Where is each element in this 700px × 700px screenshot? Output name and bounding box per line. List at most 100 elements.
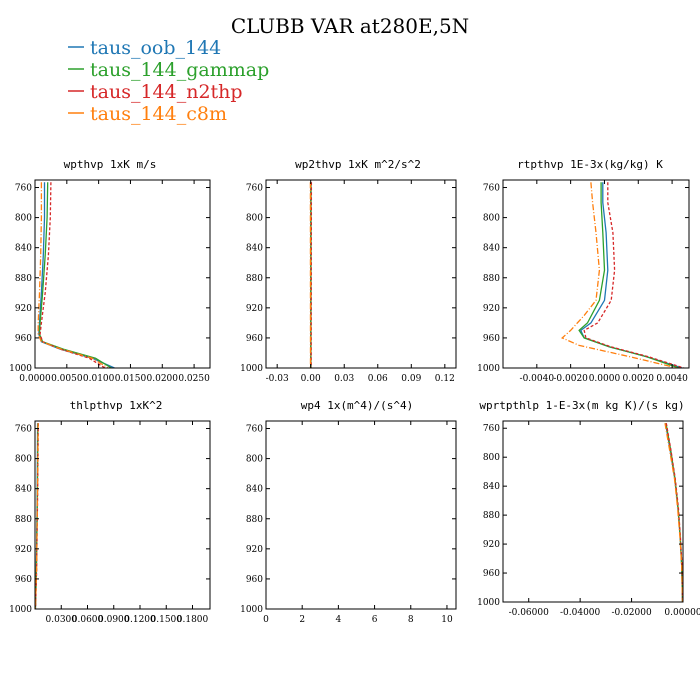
panel-title: wpthvp 1xK m/s — [64, 158, 157, 171]
y-tick-label: 960 — [15, 334, 32, 344]
panel: wp2thvp 1xK m^2/s^2 760 800 840 880 920 960 100… — [240, 158, 457, 384]
y-tick-label: 840 — [483, 482, 500, 492]
panel-title: wp2thvp 1xK m^2/s^2 — [295, 158, 421, 171]
x-tick-label: 0.1800 — [177, 615, 209, 625]
x-tick-label: -0.0040 — [520, 374, 555, 384]
series-line — [39, 182, 106, 368]
panel-title: wprtpthlp 1-E-3x(m kg K)/(s kg) — [479, 399, 684, 412]
series-group — [664, 423, 683, 602]
y-tick-label: 840 — [15, 485, 32, 495]
legend-label: taus_144_gammap — [90, 59, 269, 81]
x-tick-label: 0.0050 — [51, 374, 83, 384]
y-tick-label: 1000 — [240, 605, 263, 615]
x-tick-label: 0.0600 — [72, 615, 104, 625]
x-tick-label: -0.02000 — [611, 608, 652, 618]
x-tick-label: 0.0000 — [19, 374, 51, 384]
panel-title: thlpthvp 1xK^2 — [70, 399, 163, 412]
x-tick-label: 2 — [299, 615, 305, 625]
x-tick-label: 0.0000 — [589, 374, 621, 384]
x-tick-label: -0.03 — [266, 374, 289, 384]
x-tick-label: 0.0100 — [83, 374, 115, 384]
panel-title: rtpthvp 1E-3x(kg/kg) K — [517, 158, 663, 171]
y-tick-label: 880 — [483, 274, 500, 284]
y-tick-label: 1000 — [9, 364, 32, 374]
panel: thlpthvp 1xK^2 760 800 840 880 920 960 1000 0.03… — [9, 399, 211, 625]
series-group — [309, 182, 313, 368]
panel: wpthvp 1xK m/s76080084088092096010000.00… — [9, 158, 211, 384]
y-tick-label: 840 — [246, 244, 263, 254]
figure-title: CLUBB VAR at280E,5N — [231, 14, 469, 38]
legend-entry: taus_oob_144 — [68, 37, 221, 59]
series-line — [665, 423, 683, 602]
panel: wprtpthlp 1-E-3x(m kg K)/(s kg) 760 800 840… — [477, 399, 700, 618]
y-tick-label: 760 — [246, 184, 263, 194]
x-tick-label: 0.03 — [334, 374, 354, 384]
x-tick-label: 0.0150 — [115, 374, 147, 384]
x-tick-label: 8 — [408, 615, 414, 625]
series-line — [37, 182, 109, 368]
y-tick-label: 800 — [483, 453, 500, 463]
x-tick-label: 0.00000 — [664, 608, 700, 618]
legend-entry: taus_144_n2thp — [68, 81, 243, 103]
legend: taus_oob_144 taus_144_gammap taus_144_n2… — [68, 37, 269, 125]
legend-label: taus_144_n2thp — [90, 81, 243, 103]
x-tick-label: 0.0250 — [178, 374, 210, 384]
series-group — [37, 182, 115, 368]
series-group — [561, 182, 685, 368]
plot-frame — [265, 420, 457, 610]
panel: rtpthvp 1E-3x(kg/kg) K 760 800 840 880 920 960… — [477, 158, 690, 384]
y-tick-label: 920 — [246, 545, 263, 555]
panel-title: wp4 1x(m^4)/(s^4) — [301, 399, 414, 412]
series-group — [35, 423, 39, 609]
series-line — [561, 182, 678, 368]
y-tick-label: 960 — [15, 575, 32, 585]
series-line — [35, 423, 39, 609]
x-tick-label: -0.04000 — [560, 608, 601, 618]
y-tick-label: 760 — [15, 184, 32, 194]
legend-label: taus_oob_144 — [90, 37, 221, 59]
series-line — [38, 182, 112, 368]
x-tick-label: 0.0200 — [147, 374, 179, 384]
x-tick-label: 6 — [372, 615, 378, 625]
x-tick-label: 0.0040 — [656, 374, 688, 384]
x-tick-label: 4 — [336, 615, 342, 625]
y-tick-label: 1000 — [9, 605, 32, 615]
y-tick-label: 920 — [15, 545, 32, 555]
y-tick-label: 960 — [246, 334, 263, 344]
plot-frame — [502, 179, 690, 369]
x-tick-label: 0.1500 — [151, 615, 183, 625]
x-tick-label: 0 — [263, 615, 269, 625]
panels: wpthvp 1xK m/s76080084088092096010000.00… — [9, 158, 700, 625]
x-tick-label: 0.0020 — [623, 374, 655, 384]
x-tick-label: 0.06 — [368, 374, 388, 384]
y-tick-label: 920 — [15, 304, 32, 314]
legend-label: taus_144_c8m — [90, 103, 227, 125]
series-line — [664, 423, 683, 602]
y-tick-label: 1000 — [240, 364, 263, 374]
y-tick-label: 880 — [246, 274, 263, 284]
y-tick-label: 800 — [246, 214, 263, 224]
y-tick-label: 880 — [15, 515, 32, 525]
x-tick-label: 0.0300 — [46, 615, 78, 625]
plot-frame — [502, 420, 684, 603]
y-tick-label: 960 — [483, 334, 500, 344]
x-tick-label: -0.0020 — [553, 374, 588, 384]
y-tick-label: 800 — [246, 455, 263, 465]
y-tick-label: 960 — [246, 575, 263, 585]
y-tick-label: 920 — [483, 540, 500, 550]
plot-frame — [34, 179, 211, 369]
y-tick-label: 760 — [15, 425, 32, 435]
y-tick-label: 760 — [483, 424, 500, 434]
panel: wp4 1x(m^4)/(s^4) 760 800 840 880 920 960 10000… — [240, 399, 457, 625]
legend-entry: taus_144_gammap — [68, 59, 269, 81]
x-tick-label: 0.09 — [401, 374, 421, 384]
y-tick-label: 880 — [246, 515, 263, 525]
y-tick-label: 880 — [15, 274, 32, 284]
x-tick-label: 0.0900 — [98, 615, 130, 625]
y-tick-label: 840 — [246, 485, 263, 495]
x-tick-label: 10 — [441, 615, 453, 625]
y-tick-label: 920 — [483, 304, 500, 314]
y-tick-label: 1000 — [477, 598, 500, 608]
x-tick-label: -0.06000 — [509, 608, 550, 618]
